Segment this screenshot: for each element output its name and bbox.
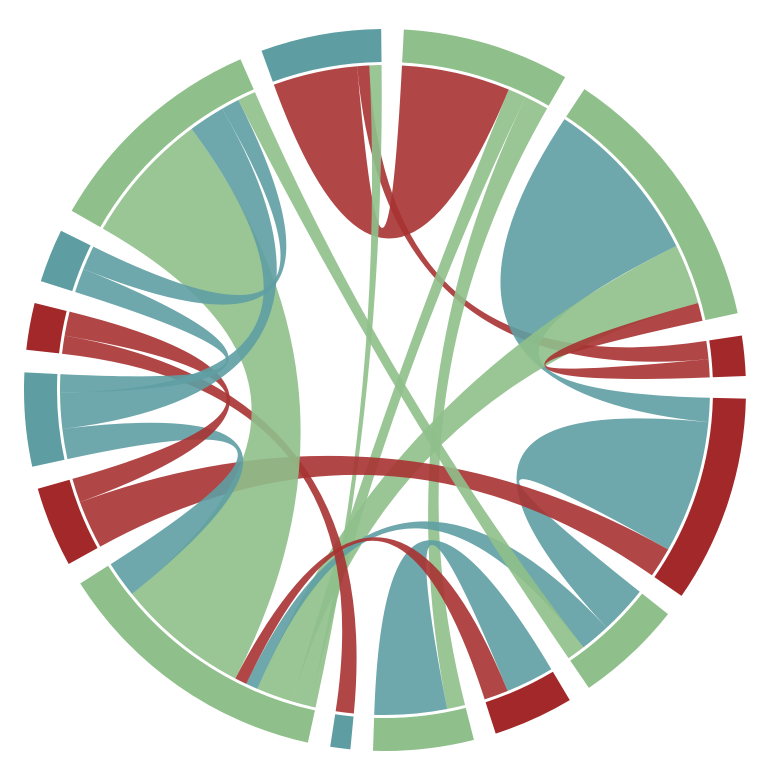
group-arc — [709, 335, 746, 378]
group-arc — [566, 89, 738, 321]
chord — [102, 128, 301, 679]
group-arc — [654, 397, 746, 596]
group-arc — [330, 714, 354, 750]
chord — [544, 303, 710, 379]
group-arc — [71, 59, 254, 228]
chord — [257, 246, 699, 702]
chord — [516, 418, 709, 628]
chord — [273, 65, 509, 239]
chord — [500, 119, 710, 423]
group-arc — [80, 565, 315, 743]
chord — [60, 269, 229, 393]
chord — [374, 540, 552, 715]
chord — [428, 96, 548, 709]
chord — [60, 108, 277, 429]
chord — [62, 422, 244, 594]
group-arc — [26, 302, 67, 354]
group-arc — [402, 29, 566, 106]
group-arc — [261, 29, 382, 82]
group-arc — [485, 671, 570, 734]
group-arc — [40, 230, 91, 292]
group-arc — [23, 372, 65, 467]
chord — [309, 65, 382, 708]
chord — [64, 311, 230, 503]
chord — [238, 92, 584, 659]
chord — [235, 537, 508, 700]
group-arc — [570, 593, 669, 688]
group-arc — [37, 479, 98, 564]
chord — [357, 65, 709, 362]
group-arc — [373, 707, 474, 751]
